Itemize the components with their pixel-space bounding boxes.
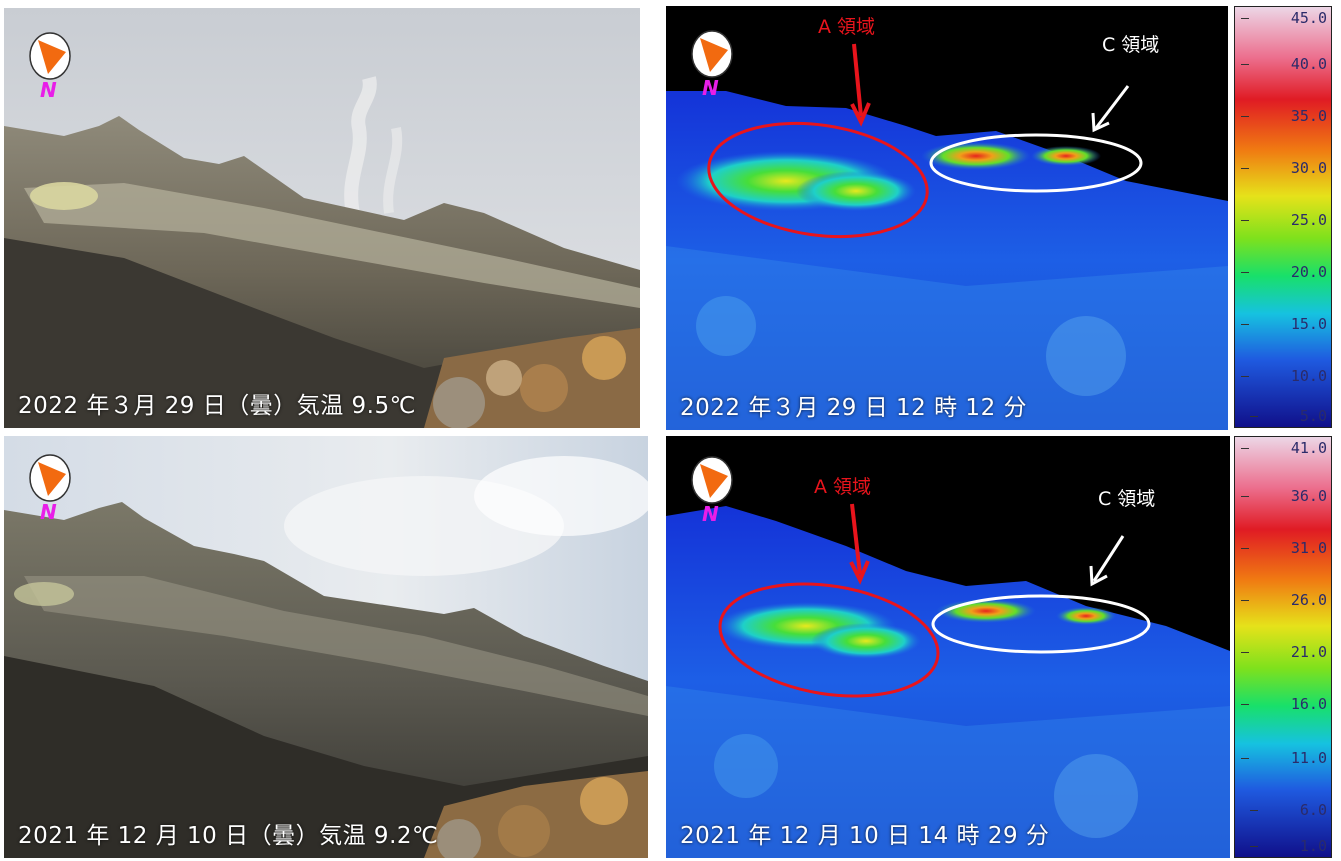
thermal-caption-2021: 2021 年 12 月 10 日 14 時 29 分 [680,823,1050,849]
scale-tick: 10.0 [1240,367,1327,385]
region-c-label: C 領域 [1102,34,1160,56]
scale-tick: 21.0 [1240,643,1327,661]
compass-letter: N [702,502,719,524]
scale-tick: 11.0 [1240,749,1327,767]
compass-north-icon: N [691,456,733,524]
thermal-panel-2022: N A 領域 C 領域 2022 年３月 29 日 12 時 12 分 [666,6,1228,430]
scale-tick: 35.0 [1240,107,1327,125]
temperature-scale-2021: 41.0 36.0 31.0 26.0 21.0 16.0 11.0 6.0 1… [1234,436,1332,858]
compass-letter: N [40,78,57,100]
scale-tick: 36.0 [1240,487,1327,505]
photo-caption-2022: 2022 年３月 29 日（曇）気温 9.5℃ [18,393,416,419]
scale-tick: 1.0 [1249,837,1327,855]
photo-panel-2021: N 2021 年 12 月 10 日（曇）気温 9.2℃ [4,436,648,858]
scale-tick: 20.0 [1240,263,1327,281]
scale-tick: 25.0 [1240,211,1327,229]
thermal-image [666,436,1230,858]
thermal-caption-2022: 2022 年３月 29 日 12 時 12 分 [680,395,1028,421]
scale-tick: 15.0 [1240,315,1327,333]
photo-panel-2022: N 2022 年３月 29 日（曇）気温 9.5℃ [4,8,640,428]
scale-tick: 16.0 [1240,695,1327,713]
scale-tick: 5.0 [1249,407,1327,425]
compass-north-icon: N [29,32,71,100]
region-a-label: A 領域 [814,476,872,498]
scale-tick: 41.0 [1240,439,1327,457]
mountain-photo-image [4,436,648,858]
compass-north-icon: N [29,454,71,522]
thermal-image [666,6,1228,430]
color-scale-gradient [1235,7,1331,427]
color-scale-gradient [1235,437,1331,857]
region-a-label: A 領域 [818,16,876,38]
thermal-panel-2021: N A 領域 C 領域 2021 年 12 月 10 日 14 時 29 分 [666,436,1230,858]
scale-tick: 45.0 [1240,9,1327,27]
scale-tick: 6.0 [1249,801,1327,819]
compass-north-icon: N [691,30,733,98]
scale-tick: 40.0 [1240,55,1327,73]
compass-letter: N [40,500,57,522]
temperature-scale-2022: 45.0 40.0 35.0 30.0 25.0 20.0 15.0 10.0 … [1234,6,1332,428]
scale-tick: 26.0 [1240,591,1327,609]
compass-letter: N [702,76,719,98]
scale-tick: 30.0 [1240,159,1327,177]
region-c-label: C 領域 [1098,488,1156,510]
photo-caption-2021: 2021 年 12 月 10 日（曇）気温 9.2℃ [18,823,439,849]
mountain-photo-image [4,8,640,428]
scale-tick: 31.0 [1240,539,1327,557]
